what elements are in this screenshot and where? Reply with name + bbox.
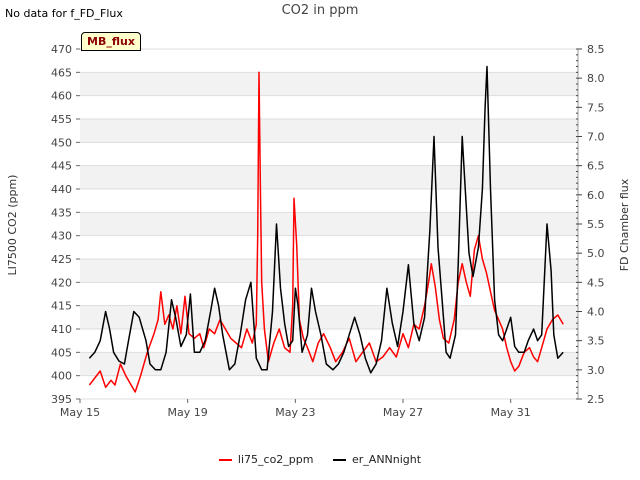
y-axis-label: LI7500 CO2 (ppm) bbox=[6, 175, 19, 276]
legend-label-li75: li75_co2_ppm bbox=[237, 453, 314, 466]
left-tick-label: 405 bbox=[51, 346, 72, 359]
left-tick-label: 455 bbox=[51, 113, 72, 126]
grid-band bbox=[80, 352, 578, 376]
x-axis-ticks: May 15 May 19 May 23 May 27 May 31 bbox=[60, 399, 531, 419]
grid-band bbox=[80, 95, 578, 119]
x-tick-label: May 27 bbox=[383, 406, 423, 419]
right-tick-label: 5.5 bbox=[587, 218, 605, 231]
right-tick-label: 8.5 bbox=[587, 43, 605, 56]
no-data-message: No data for f_FD_Flux bbox=[5, 7, 123, 20]
right-tick-label: 6.5 bbox=[587, 160, 605, 173]
grid-band bbox=[80, 142, 578, 166]
grid-band bbox=[80, 282, 578, 306]
left-tick-label: 470 bbox=[51, 43, 72, 56]
left-tick-label: 450 bbox=[51, 136, 72, 149]
x-tick-label: May 19 bbox=[168, 406, 208, 419]
right-tick-label: 4.0 bbox=[587, 306, 605, 319]
left-tick-label: 400 bbox=[51, 370, 72, 383]
legend-swatch-black bbox=[333, 459, 346, 461]
left-tick-label: 410 bbox=[51, 323, 72, 336]
x-tick-label: May 15 bbox=[60, 406, 100, 419]
y2-axis-label: FD Chamber flux bbox=[618, 178, 631, 271]
left-axis-ticks: 395 400 405 410 415 420 425 430 435 440 445 450 455 4… bbox=[51, 43, 80, 406]
grid-band bbox=[80, 305, 578, 329]
left-tick-label: 465 bbox=[51, 66, 72, 79]
right-tick-label: 2.5 bbox=[587, 393, 605, 406]
grid-band bbox=[80, 259, 578, 283]
right-tick-label: 3.5 bbox=[587, 335, 605, 348]
right-tick-label: 6.0 bbox=[587, 189, 605, 202]
right-tick-label: 3.0 bbox=[587, 364, 605, 377]
legend-label-ann: er_ANNnight bbox=[352, 453, 422, 466]
left-tick-label: 440 bbox=[51, 183, 72, 196]
right-tick-label: 7.5 bbox=[587, 101, 605, 114]
mb-flux-badge: MB_flux bbox=[81, 32, 141, 51]
legend-item-li75[interactable]: li75_co2_ppm bbox=[218, 453, 314, 466]
grid-band bbox=[80, 165, 578, 189]
left-tick-label: 420 bbox=[51, 276, 72, 289]
left-tick-label: 445 bbox=[51, 160, 72, 173]
legend-swatch-red bbox=[218, 459, 232, 461]
x-tick-label: May 31 bbox=[491, 406, 531, 419]
grid-band bbox=[80, 189, 578, 213]
grid-band bbox=[80, 235, 578, 259]
right-tick-label: 8.0 bbox=[587, 72, 605, 85]
grid-band bbox=[80, 49, 578, 73]
left-tick-label: 425 bbox=[51, 253, 72, 266]
right-axis-ticks: 2.5 3.0 3.5 4.0 4.5 5.0 5.5 6.0 6.5 7.0 7.5 8.0 8.5 bbox=[576, 43, 605, 406]
right-tick-label: 5.0 bbox=[587, 247, 605, 260]
legend: li75_co2_ppm er_ANNnight bbox=[0, 453, 640, 466]
series-line-li75-co2-ppm bbox=[88, 71, 564, 393]
grid-band bbox=[80, 212, 578, 236]
chart-title: CO2 in ppm bbox=[281, 3, 359, 18]
x-tick-label: May 23 bbox=[275, 406, 315, 419]
grid-band bbox=[80, 72, 578, 96]
legend-item-ann[interactable]: er_ANNnight bbox=[333, 453, 421, 466]
series-lines bbox=[88, 65, 564, 393]
right-tick-label: 7.0 bbox=[587, 131, 605, 144]
grid-bands bbox=[80, 48, 578, 400]
left-tick-label: 430 bbox=[51, 230, 72, 243]
left-tick-label: 415 bbox=[51, 300, 72, 313]
right-tick-label: 4.5 bbox=[587, 276, 605, 289]
grid-band bbox=[80, 375, 578, 399]
left-tick-label: 435 bbox=[51, 206, 72, 219]
left-tick-label: 395 bbox=[51, 393, 72, 406]
series-line-er-annnight bbox=[88, 65, 564, 374]
left-tick-label: 460 bbox=[51, 90, 72, 103]
grid-band bbox=[80, 119, 578, 143]
